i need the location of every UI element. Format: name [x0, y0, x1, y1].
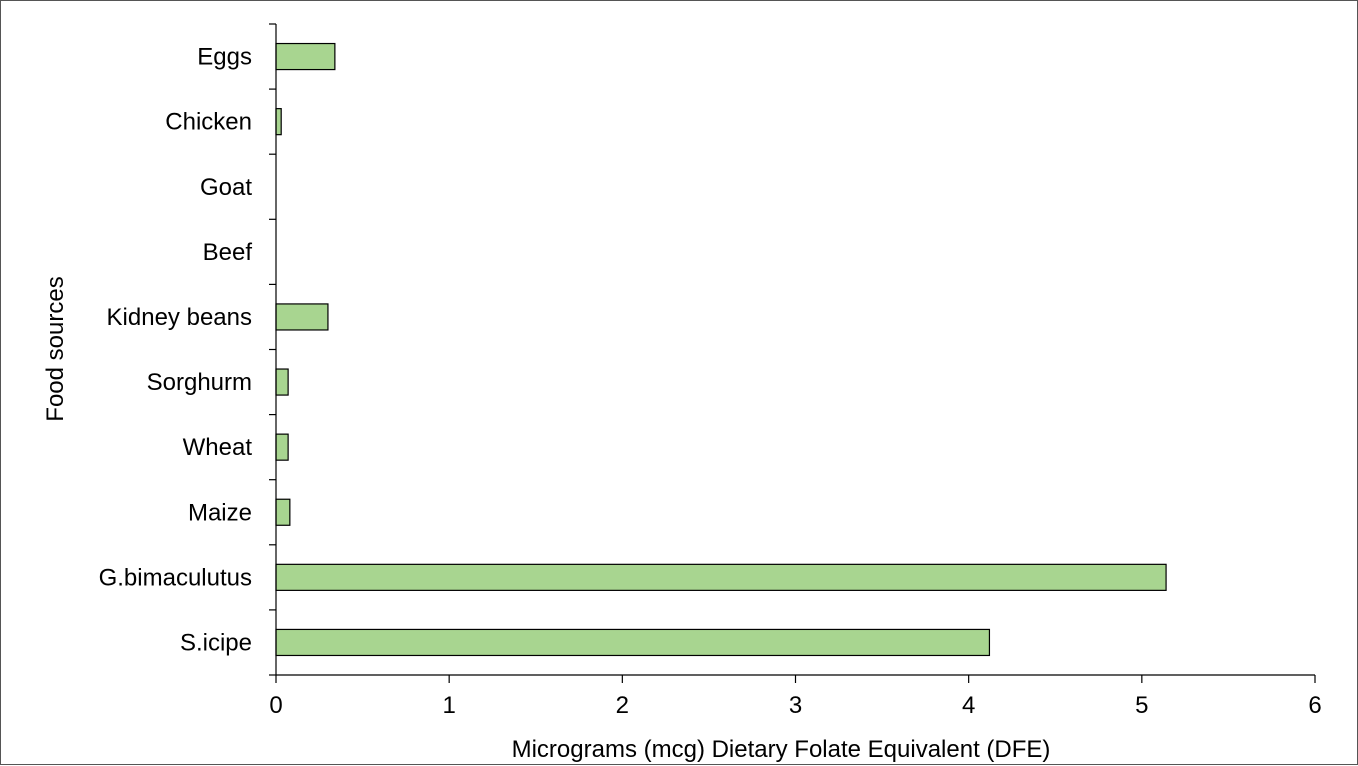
bar-s-icipe	[275, 628, 991, 657]
y-tick-label: G.bimaculutus	[99, 564, 252, 591]
x-tick-label: 1	[442, 692, 455, 719]
y-tick-label: Beef	[203, 239, 253, 266]
y-tick-label: S.icipe	[180, 629, 252, 656]
y-tick-label: Eggs	[197, 44, 252, 71]
x-tick-label: 4	[962, 692, 975, 719]
x-tick-label: 2	[616, 692, 629, 719]
x-ticks-layer: 0 1 2 3 4 5 6	[269, 675, 1322, 719]
y-tick-label: Kidney beans	[107, 304, 252, 331]
x-tick-label: 5	[1135, 692, 1148, 719]
bar-maize	[275, 498, 291, 526]
x-axis-title: Micrograms (mcg) Dietary Folate Equivale…	[512, 736, 1051, 763]
y-ticks-layer: Eggs Chicken Goat Beef Kidney beans Sorghurm W…	[99, 23, 276, 676]
x-tick-label: 0	[269, 692, 282, 719]
y-tick-label: Goat	[200, 174, 252, 201]
x-tick-label: 3	[789, 692, 802, 719]
y-axis-title: Food sources	[42, 276, 69, 421]
bar-g-bimaculutus	[275, 563, 1167, 591]
y-tick-label: Sorghurm	[147, 369, 252, 396]
y-tick-label: Wheat	[183, 434, 253, 461]
bars-layer	[275, 42, 1167, 657]
bar-kidney-beans	[275, 303, 329, 331]
bar-chicken	[275, 108, 282, 136]
bar-wheat	[275, 433, 289, 461]
bar-sorghurm	[275, 368, 289, 396]
bar-eggs	[275, 42, 336, 71]
y-tick-label: Maize	[188, 499, 252, 526]
x-tick-label: 6	[1308, 692, 1321, 719]
y-tick-label: Chicken	[165, 109, 252, 136]
